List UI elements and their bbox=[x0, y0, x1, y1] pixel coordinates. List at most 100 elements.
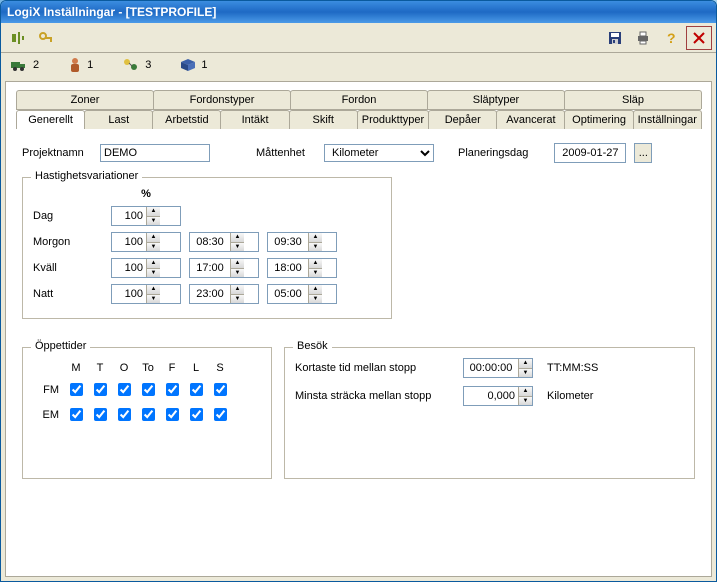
day-header-m: M bbox=[71, 362, 80, 374]
speed-pct-2-up[interactable]: ▲ bbox=[147, 259, 160, 269]
speed-to-3-down[interactable]: ▼ bbox=[309, 295, 322, 304]
min-time-spinner[interactable]: ▲▼ bbox=[463, 358, 533, 378]
speed-pct-0-up[interactable]: ▲ bbox=[147, 207, 160, 217]
speed-pct-3-spinner[interactable]: ▲▼ bbox=[111, 284, 181, 304]
open-fm-0[interactable] bbox=[70, 383, 83, 396]
speed-pct-0-input[interactable] bbox=[112, 207, 146, 225]
min-dist-spinner[interactable]: ▲▼ bbox=[463, 386, 533, 406]
tab-släp[interactable]: Släp bbox=[564, 90, 702, 109]
open-em-3[interactable] bbox=[142, 408, 155, 421]
speed-pct-3-up[interactable]: ▲ bbox=[147, 285, 160, 295]
speed-to-2-up[interactable]: ▲ bbox=[309, 259, 322, 269]
tab-skift[interactable]: Skift bbox=[289, 110, 358, 129]
speed-pct-0-down[interactable]: ▼ bbox=[147, 217, 160, 226]
speed-to-3-input[interactable] bbox=[268, 285, 308, 303]
speed-to-1-up[interactable]: ▲ bbox=[309, 233, 322, 243]
print-button[interactable] bbox=[630, 26, 656, 50]
tab-inställningar[interactable]: Inställningar bbox=[633, 110, 702, 129]
speed-from-2-input[interactable] bbox=[190, 259, 230, 277]
visit-group: Besök Kortaste tid mellan stopp ▲▼ TT:MM… bbox=[284, 347, 695, 479]
min-time-input[interactable] bbox=[464, 359, 518, 377]
speed-legend: Hastighetsvariationer bbox=[31, 170, 142, 182]
speed-to-1-input[interactable] bbox=[268, 233, 308, 251]
speed-to-3-up[interactable]: ▲ bbox=[309, 285, 322, 295]
open-fm-6[interactable] bbox=[214, 383, 227, 396]
tab-intäkt[interactable]: Intäkt bbox=[220, 110, 289, 129]
speed-pct-2-spinner[interactable]: ▲▼ bbox=[111, 258, 181, 278]
unit-select[interactable]: Kilometer bbox=[324, 144, 434, 162]
speed-from-1-down[interactable]: ▼ bbox=[231, 243, 244, 252]
percent-header: % bbox=[111, 188, 181, 200]
speed-from-1-spinner[interactable]: ▲▼ bbox=[189, 232, 259, 252]
speed-pct-1-up[interactable]: ▲ bbox=[147, 233, 160, 243]
spin-down[interactable]: ▼ bbox=[519, 369, 532, 378]
spin-down[interactable]: ▼ bbox=[519, 397, 532, 406]
min-dist-input[interactable] bbox=[464, 387, 518, 405]
planning-date-field[interactable] bbox=[554, 143, 626, 163]
speed-pct-1-input[interactable] bbox=[112, 233, 146, 251]
speed-to-1-spinner[interactable]: ▲▼ bbox=[267, 232, 337, 252]
project-row: Projektnamn Måttenhet Kilometer Planerin… bbox=[22, 143, 695, 163]
planning-label: Planeringsdag bbox=[458, 147, 528, 159]
tab-depåer[interactable]: Depåer bbox=[428, 110, 497, 129]
speed-from-2-spinner[interactable]: ▲▼ bbox=[189, 258, 259, 278]
unit-label: Måttenhet bbox=[256, 147, 316, 159]
help-button[interactable]: ? bbox=[658, 26, 684, 50]
speed-to-3-spinner[interactable]: ▲▼ bbox=[267, 284, 337, 304]
min-dist-unit: Kilometer bbox=[547, 390, 593, 402]
speed-pct-1-spinner[interactable]: ▲▼ bbox=[111, 232, 181, 252]
day-header-to: To bbox=[142, 362, 154, 374]
speed-from-3-input[interactable] bbox=[190, 285, 230, 303]
align-tool-button[interactable] bbox=[5, 26, 31, 50]
speed-from-1-up[interactable]: ▲ bbox=[231, 233, 244, 243]
planning-date-picker-button[interactable]: ... bbox=[634, 143, 652, 163]
open-fm-5[interactable] bbox=[190, 383, 203, 396]
key-tool-button[interactable] bbox=[33, 26, 59, 50]
planning-date-input[interactable] bbox=[555, 144, 625, 162]
close-button[interactable] bbox=[686, 26, 712, 50]
open-fm-2[interactable] bbox=[118, 383, 131, 396]
tab-avancerat[interactable]: Avancerat bbox=[496, 110, 565, 129]
speed-pct-2-input[interactable] bbox=[112, 259, 146, 277]
open-em-5[interactable] bbox=[190, 408, 203, 421]
open-em-0[interactable] bbox=[70, 408, 83, 421]
tab-arbetstid[interactable]: Arbetstid bbox=[152, 110, 221, 129]
speed-pct-0-spinner[interactable]: ▲▼ bbox=[111, 206, 181, 226]
open-em-2[interactable] bbox=[118, 408, 131, 421]
open-fm-4[interactable] bbox=[166, 383, 179, 396]
speed-pct-3-down[interactable]: ▼ bbox=[147, 295, 160, 304]
speed-from-2-up[interactable]: ▲ bbox=[231, 259, 244, 269]
project-name-input[interactable] bbox=[100, 144, 210, 162]
tab-släptyper[interactable]: Släptyper bbox=[427, 90, 565, 109]
tab-fordonstyper[interactable]: Fordonstyper bbox=[153, 90, 291, 109]
open-fm-1[interactable] bbox=[94, 383, 107, 396]
speed-pct-3-input[interactable] bbox=[112, 285, 146, 303]
speed-pct-2-down[interactable]: ▼ bbox=[147, 269, 160, 278]
open-fm-3[interactable] bbox=[142, 383, 155, 396]
speed-pct-1-down[interactable]: ▼ bbox=[147, 243, 160, 252]
speed-from-3-up[interactable]: ▲ bbox=[231, 285, 244, 295]
tab-last[interactable]: Last bbox=[84, 110, 153, 129]
open-em-1[interactable] bbox=[94, 408, 107, 421]
tab-zoner[interactable]: Zoner bbox=[16, 90, 154, 109]
speed-from-1-input[interactable] bbox=[190, 233, 230, 251]
titlebar[interactable]: LogiX Inställningar - [TESTPROFILE] bbox=[1, 1, 716, 23]
open-em-6[interactable] bbox=[214, 408, 227, 421]
tab-produkttyper[interactable]: Produkttyper bbox=[357, 110, 429, 129]
speed-from-3-down[interactable]: ▼ bbox=[231, 295, 244, 304]
speed-to-2-spinner[interactable]: ▲▼ bbox=[267, 258, 337, 278]
speed-to-1-down[interactable]: ▼ bbox=[309, 243, 322, 252]
period-label-em: EM bbox=[43, 409, 64, 421]
tab-fordon[interactable]: Fordon bbox=[290, 90, 428, 109]
spin-up[interactable]: ▲ bbox=[519, 387, 532, 397]
spin-up[interactable]: ▲ bbox=[519, 359, 532, 369]
save-button[interactable] bbox=[602, 26, 628, 50]
speed-from-3-spinner[interactable]: ▲▼ bbox=[189, 284, 259, 304]
speed-variations-group: Hastighetsvariationer %Dag▲▼Morgon▲▼▲▼▲▼… bbox=[22, 177, 392, 319]
speed-to-2-down[interactable]: ▼ bbox=[309, 269, 322, 278]
tab-generellt[interactable]: Generellt bbox=[16, 110, 85, 129]
tab-optimering[interactable]: Optimering bbox=[564, 110, 633, 129]
open-em-4[interactable] bbox=[166, 408, 179, 421]
speed-from-2-down[interactable]: ▼ bbox=[231, 269, 244, 278]
speed-to-2-input[interactable] bbox=[268, 259, 308, 277]
